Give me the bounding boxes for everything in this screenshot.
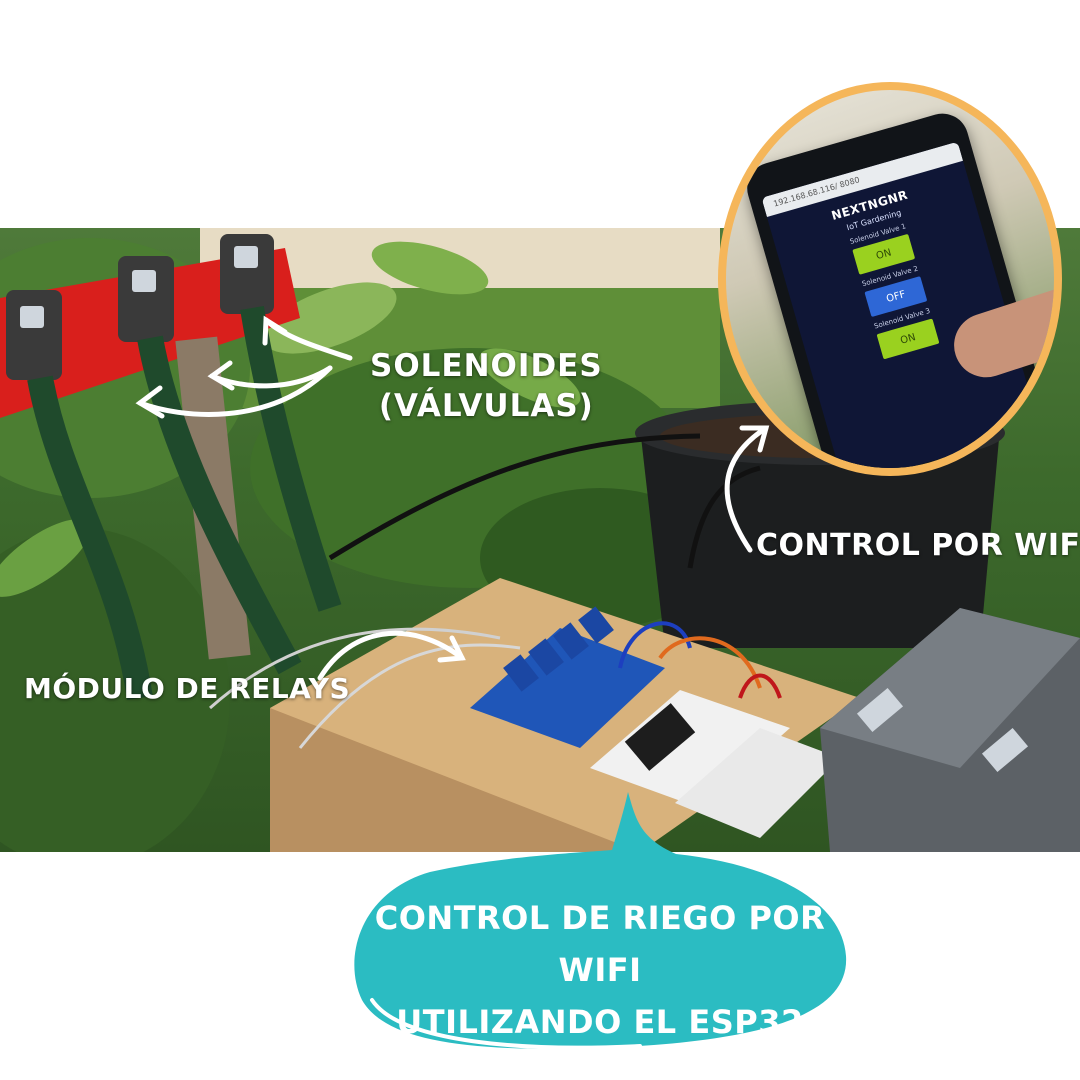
garden-hose — [240, 306, 342, 612]
phone-inset: 192.168.68.116/ 8080 NEXTNGNR IoT Garden… — [718, 82, 1062, 476]
valve-connector — [20, 306, 44, 328]
caption-line2: UTILIZANDO EL ESP32 — [396, 1003, 804, 1041]
breadboard — [590, 690, 790, 808]
arrow-head — [739, 425, 770, 453]
solenoids-label-line2: (VÁLVULAS) — [378, 388, 594, 424]
foliage — [0, 528, 230, 852]
solenoids-label: SOLENOIDES (VÁLVULAS) — [370, 346, 603, 426]
solenoid-valve — [220, 234, 274, 314]
arrow-head — [135, 385, 165, 419]
jumper-wire — [618, 621, 692, 669]
speech-bubble-shape — [354, 792, 847, 1049]
caption-title: CONTROL DE RIEGO POR WIFI UTILIZANDO EL … — [350, 892, 850, 1048]
arrow-to-relay-module — [317, 630, 465, 681]
battery-top — [820, 608, 1080, 768]
drip-tube — [687, 465, 761, 569]
wifi-control-label: CONTROL POR WIFI — [756, 528, 1080, 563]
wooden-box-side — [270, 708, 640, 852]
speech-bubble-highlight — [370, 998, 642, 1050]
signal-wires — [298, 643, 521, 749]
relay — [553, 622, 589, 660]
battery-terminal — [856, 687, 904, 733]
relay — [503, 654, 539, 692]
leaf — [0, 519, 91, 597]
solenoid-valve — [118, 256, 174, 342]
solenoid-valve — [6, 290, 62, 380]
relay — [528, 638, 564, 676]
jumper-wire — [738, 673, 782, 699]
arrow-to-phone — [724, 425, 769, 553]
relay — [578, 606, 614, 644]
arrow-head — [207, 360, 235, 391]
drip-tube — [328, 433, 701, 561]
valve-connector — [234, 246, 258, 268]
annotation-arrows — [135, 315, 770, 681]
leaf — [263, 282, 397, 354]
relay-module — [470, 628, 665, 748]
jumper-wire — [658, 636, 762, 689]
solenoids-label-line1: SOLENOIDES — [370, 348, 603, 384]
garden-hose — [27, 375, 153, 700]
signal-wires — [209, 627, 501, 710]
leaf — [371, 241, 489, 295]
leaf — [479, 348, 581, 408]
garden-hose — [137, 335, 302, 675]
arrow-to-solenoid-1 — [137, 365, 333, 417]
solenoid-valves — [6, 234, 274, 380]
battery-terminal — [981, 727, 1029, 773]
esp32-board — [624, 703, 696, 771]
caption-line1: CONTROL DE RIEGO POR WIFI — [374, 899, 826, 989]
arrow-head — [437, 635, 466, 663]
speech-bubble — [354, 792, 847, 1050]
smartphone: 192.168.68.116/ 8080 NEXTNGNR IoT Garden… — [741, 107, 1054, 468]
relay-module-label: MÓDULO DE RELAYS — [24, 672, 351, 705]
valve-connector — [132, 270, 156, 292]
breadboard — [675, 728, 840, 838]
arrow-head — [262, 315, 288, 346]
